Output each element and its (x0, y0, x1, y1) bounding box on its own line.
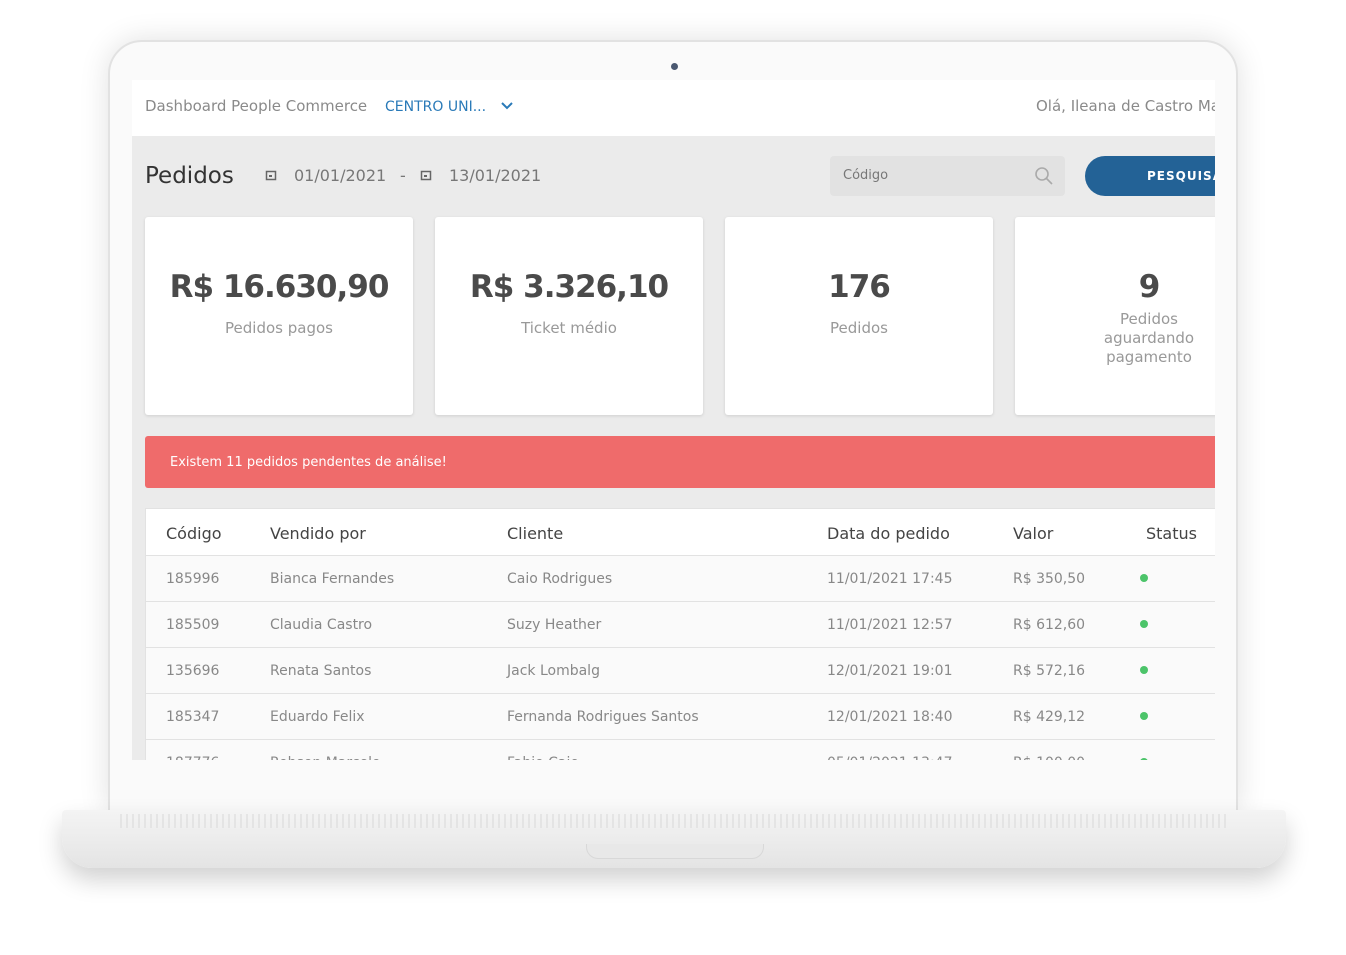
status-dot (1140, 620, 1148, 628)
table-cell: Fernanda Rodrigues Santos (507, 709, 699, 725)
table-header: Código Vendido por Cliente Data do pedido Va… (146, 509, 1215, 556)
table-cell: Renata Santos (270, 663, 372, 679)
button-label: PESQUISA (1147, 169, 1215, 183)
date-to[interactable]: 13/01/2021 (449, 166, 542, 185)
summary-card: R$ 3.326,10 Ticket médio (435, 217, 703, 415)
table-cell: R$ 100,00 (1013, 755, 1085, 760)
table-cell: Caio Rodrigues (507, 571, 613, 587)
summary-card: 9 Pedidos aguardando pagamento (1015, 217, 1215, 415)
table-cell: 11/01/2021 17:45 (827, 571, 953, 587)
alert-text: Existem 11 pedidos pendentes de análise! (170, 455, 447, 470)
table-cell: Jack Lombalg (507, 663, 600, 679)
search-icon[interactable] (1034, 166, 1054, 186)
table-cell: 11/01/2021 12:57 (827, 617, 953, 633)
column-header: Data do pedido (827, 524, 950, 543)
screen: Dashboard People Commerce CENTRO UNI... … (132, 80, 1215, 760)
page-title: Pedidos (145, 163, 234, 189)
card-label: Pedidos (830, 319, 888, 337)
calendar-icon[interactable] (420, 169, 432, 181)
table-row[interactable]: 185347 Eduardo Felix Fernanda Rodrigues Sa… (146, 693, 1215, 740)
table-cell: 185347 (166, 709, 220, 725)
card-label: Pedidos aguardando pagamento (1103, 310, 1195, 366)
column-header: Cliente (507, 524, 564, 543)
chevron-icon[interactable] (501, 101, 513, 111)
greeting[interactable]: Olá, Ileana de Castro Ma (1036, 97, 1215, 115)
table-cell: R$ 429,12 (1013, 709, 1086, 725)
table-cell: Fabio Caio (507, 755, 579, 760)
search-placeholder: Código (843, 168, 889, 183)
table-cell: 185996 (166, 571, 220, 587)
camera (671, 63, 678, 70)
orders-table: Código Vendido por Cliente Data do pedido Va… (145, 508, 1215, 760)
table-cell: R$ 612,60 (1013, 617, 1086, 633)
table-cell: R$ 572,16 (1013, 663, 1086, 679)
table-row[interactable]: 135696 Renata Santos Jack Lombalg 12/01/202… (146, 647, 1215, 694)
app-title: Dashboard People Commerce (145, 97, 368, 115)
table-cell: Claudia Castro (270, 617, 373, 633)
store-dropdown[interactable]: CENTRO UNI... (385, 99, 487, 115)
table-cell: Robson Marcelo (270, 755, 381, 760)
table-cell: 185509 (166, 617, 220, 633)
date-from[interactable]: 01/01/2021 (294, 166, 387, 185)
date-separator: - (400, 166, 406, 185)
column-header: Código (166, 524, 222, 543)
column-header: Status (1146, 524, 1197, 543)
search-box[interactable]: Código (830, 156, 1065, 196)
table-cell: 05/01/2021 13:47 (827, 755, 953, 760)
top-bar: Dashboard People Commerce CENTRO UNI... … (132, 80, 1215, 136)
table-row[interactable]: 187776 Robson Marcelo Fabio Caio 05/01/2021… (146, 739, 1215, 760)
summary-card: R$ 16.630,90 Pedidos pagos (145, 217, 413, 415)
laptop-notch (586, 844, 764, 859)
alert-banner: Existem 11 pedidos pendentes de análise! (145, 436, 1215, 488)
table-cell: 12/01/2021 19:01 (827, 663, 953, 679)
table-cell: Eduardo Felix (270, 709, 365, 725)
card-label: Ticket médio (521, 319, 617, 337)
table-cell: 12/01/2021 18:40 (827, 709, 953, 725)
table-cell: Suzy Heather (507, 617, 602, 633)
table-row[interactable]: 185509 Claudia Castro Suzy Heather 11/01/20… (146, 601, 1215, 648)
column-header: Valor (1013, 524, 1054, 543)
table-row[interactable]: 185996 Bianca Fernandes Caio Rodrigues 11/0… (146, 555, 1215, 602)
calendar-icon[interactable] (265, 169, 277, 181)
search-button[interactable]: PESQUISA (1085, 156, 1215, 196)
table-cell: 187776 (166, 755, 219, 760)
summary-card: 176 Pedidos (725, 217, 993, 415)
card-value: 9 (1138, 269, 1161, 305)
card-value: 176 (828, 269, 891, 305)
table-cell: Bianca Fernandes (270, 571, 395, 587)
status-dot (1140, 758, 1148, 760)
table-cell: R$ 350,50 (1013, 571, 1086, 587)
status-dot (1140, 712, 1148, 720)
card-label: Pedidos pagos (225, 319, 333, 337)
keyboard-edge (120, 814, 1230, 828)
status-dot (1140, 574, 1148, 582)
status-dot (1140, 666, 1148, 674)
card-value: R$ 16.630,90 (169, 269, 390, 305)
card-value: R$ 3.326,10 (469, 269, 669, 305)
table-cell: 135696 (166, 663, 220, 679)
column-header: Vendido por (270, 524, 366, 543)
